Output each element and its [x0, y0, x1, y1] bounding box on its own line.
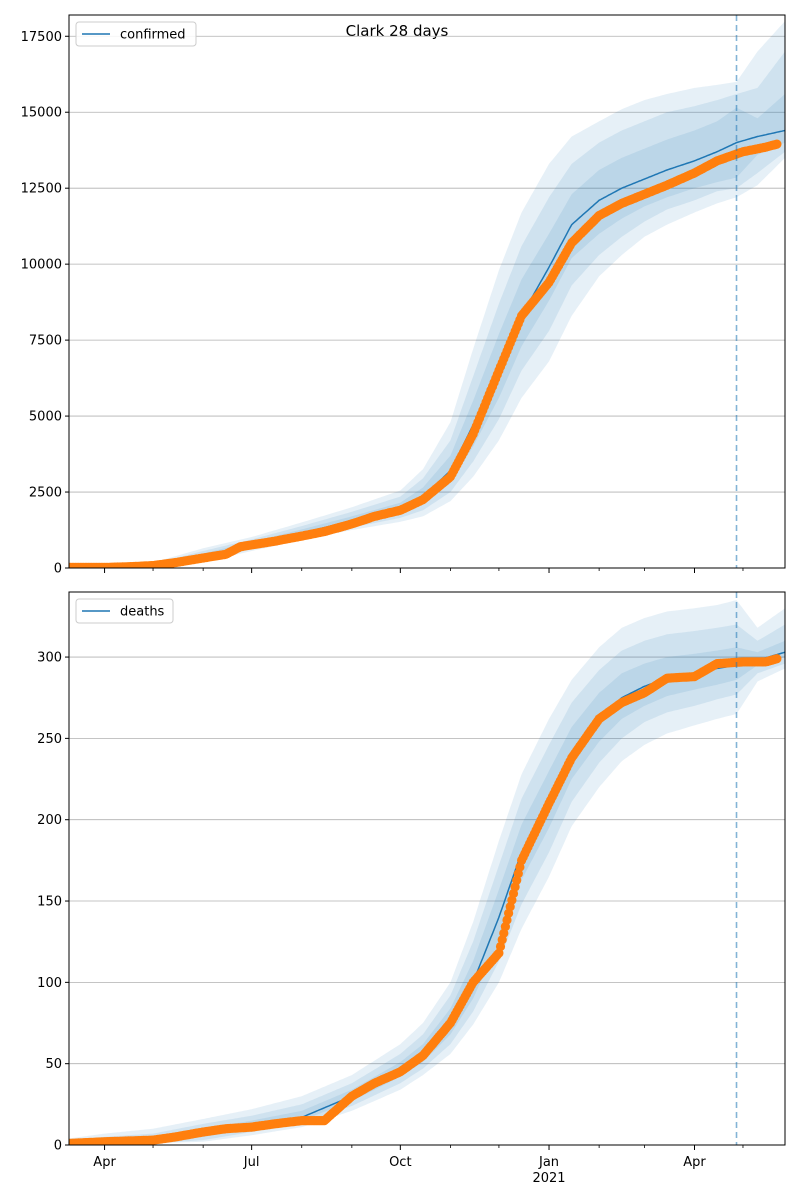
y-tick-label: 300 — [37, 651, 62, 666]
axes-frame — [68, 591, 786, 1146]
plot-area — [69, 600, 785, 1145]
y-tick-label: 150 — [37, 895, 62, 910]
legend: confirmed — [75, 21, 197, 47]
axes-frame — [68, 14, 786, 569]
plot-area — [69, 21, 785, 568]
y-tick-label: 15000 — [21, 106, 62, 121]
x-tick-sublabel: 2021 — [532, 1171, 565, 1186]
uncertainty-band-2 — [69, 51, 785, 568]
x-tick-label: Jan — [538, 1155, 559, 1170]
y-tick-label: 250 — [37, 732, 62, 747]
x-tick-label: Oct — [389, 1155, 411, 1170]
y-tick-label: 5000 — [29, 410, 62, 425]
legend-box — [75, 21, 197, 47]
y-tick-label: 0 — [54, 1139, 62, 1154]
y-tick-label: 100 — [37, 976, 62, 991]
observed-series — [69, 139, 782, 568]
x-tick-label: Jul — [243, 1155, 260, 1170]
y-tick-label: 0 — [54, 562, 62, 577]
x-tick-label: Apr — [93, 1155, 116, 1170]
x-tick-label: Apr — [683, 1155, 706, 1170]
observed-point — [772, 139, 782, 149]
legend: deaths — [75, 598, 174, 624]
observed-point — [772, 654, 782, 664]
y-tick-label: 12500 — [21, 182, 62, 197]
uncertainty-band-2 — [69, 624, 785, 1145]
y-tick-label: 200 — [37, 813, 62, 828]
y-tick-label: 10000 — [21, 258, 62, 273]
confirmed-panel: 0 2500 5000 7500 10000 12500 15000 17500 confirm… — [21, 14, 786, 577]
uncertainty-band-3 — [69, 600, 785, 1145]
y-tick-label: 2500 — [29, 486, 62, 501]
uncertainty-band-3 — [69, 21, 785, 568]
figure-title: Clark 28 days — [346, 22, 449, 40]
y-tick-label: 17500 — [21, 30, 62, 45]
observed-series — [69, 654, 782, 1145]
legend-label: deaths — [120, 605, 165, 620]
legend-box — [75, 598, 174, 624]
y-tick-label: 50 — [45, 1057, 62, 1072]
y-tick-label: 7500 — [29, 334, 62, 349]
legend-label: confirmed — [120, 28, 186, 43]
